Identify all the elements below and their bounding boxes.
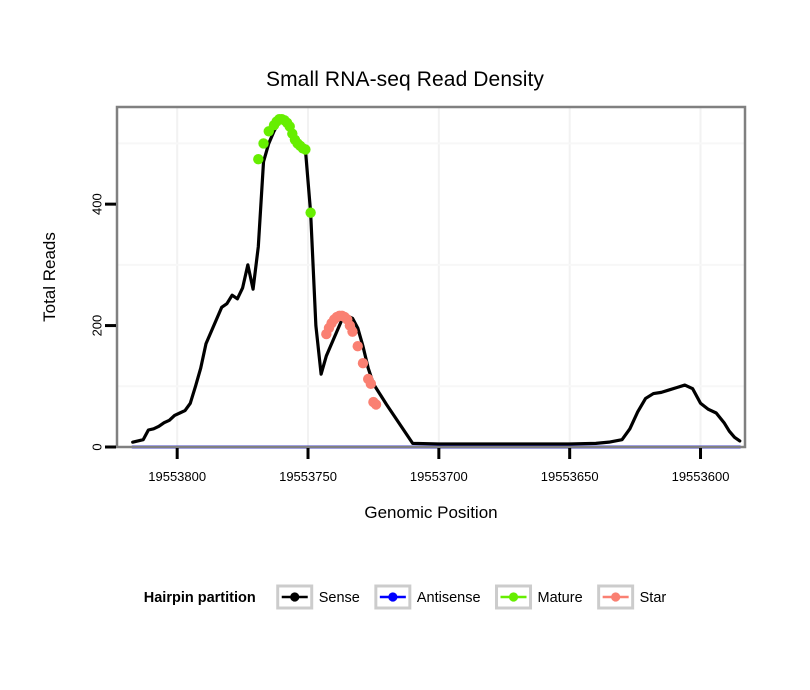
legend-label-sense: Sense: [319, 590, 360, 606]
x-axis-tick-label: 19553650: [541, 469, 599, 484]
legend-key-point-star: [611, 592, 621, 602]
legend-label-mature: Mature: [538, 590, 583, 606]
data-point-mature: [253, 154, 264, 165]
data-point-star: [352, 341, 363, 352]
legend-key-point-mature: [508, 592, 519, 602]
data-point-star: [370, 399, 382, 410]
chart-legend: Hairpin partition Sense Antisense Mature Sta…: [144, 584, 667, 610]
x-axis-tick-label: 19553700: [410, 469, 468, 484]
grid-lines: [117, 107, 745, 447]
series-line-sense: [131, 117, 742, 446]
data-point-mature: [305, 207, 316, 218]
legend-label-antisense: Antisense: [417, 590, 481, 606]
plot-panel: [117, 107, 745, 447]
legend-key-point-antisense: [388, 592, 398, 602]
y-axis-tick-label: 400: [90, 193, 105, 215]
y-axis-tick-label: 200: [90, 315, 105, 337]
x-axis-tick-label: 19553800: [148, 469, 206, 484]
legend-label-star: Star: [640, 590, 667, 606]
y-axis-tick-label: 0: [90, 443, 105, 450]
x-axis-tick-label: 19553600: [672, 469, 730, 484]
x-axis-title: Genomic Position: [364, 503, 497, 522]
y-axis: 0 200 400: [90, 193, 116, 451]
legend-key-point-sense: [290, 592, 300, 602]
y-axis-title: Total Reads: [40, 232, 59, 322]
data-point-mature: [258, 138, 269, 149]
data-point-star: [347, 326, 358, 337]
data-point-star: [357, 358, 369, 369]
annotated-points-group: [253, 113, 382, 410]
chart-title: Small RNA-seq Read Density: [265, 68, 545, 91]
data-point-star: [365, 378, 377, 390]
x-axis-tick-label: 19553750: [279, 469, 337, 484]
legend-title: Hairpin partition: [144, 590, 256, 606]
x-axis: 19553800 19553750 19553700 19553650 19553600: [148, 448, 729, 484]
data-point-mature: [300, 144, 311, 155]
plot-panel-border: [115, 105, 747, 449]
